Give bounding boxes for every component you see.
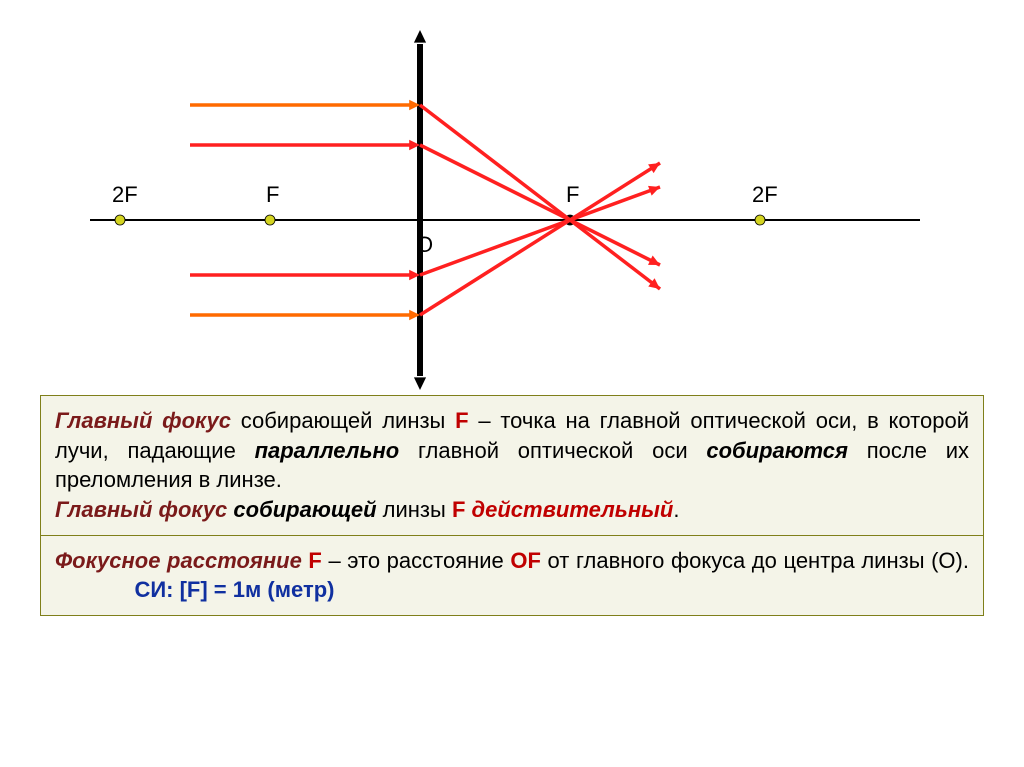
diagram-svg: 2F F O F 2F [0, 0, 1024, 395]
svg-text:O: O [416, 232, 433, 257]
term-converging: собирающей [227, 497, 376, 522]
definition-focus: Главный фокус собирающей линзы F – точка… [40, 395, 984, 536]
svg-text:F: F [266, 182, 279, 207]
term-main-focus: Главный фокус [55, 408, 231, 433]
term-focal-length: Фокусное расстояние [55, 548, 302, 573]
term-parallel: параллельно [255, 438, 400, 463]
term-real: действительный [465, 497, 673, 522]
def-text: – это расстояние [322, 548, 511, 573]
term-main-focus-2: Главный фокус [55, 497, 227, 522]
term-converge: собираются [706, 438, 848, 463]
svg-text:2F: 2F [752, 182, 778, 207]
def-text: . [673, 497, 679, 522]
symbol-OF: OF [510, 548, 541, 573]
si-unit: СИ: [F] = 1м (метр) [134, 577, 334, 602]
symbol-F-2: F [452, 497, 465, 522]
def-text: от главного фокуса до центра линзы (О). [541, 548, 969, 573]
def-text: собирающей линзы [231, 408, 455, 433]
symbol-F-3: F [302, 548, 322, 573]
lens-ray-diagram: 2F F O F 2F [0, 0, 1024, 395]
definitions-container: Главный фокус собирающей линзы F – точка… [40, 395, 984, 616]
definition-focal-length: Фокусное расстояние F – это расстояние O… [40, 536, 984, 616]
svg-text:2F: 2F [112, 182, 138, 207]
def-text: главной оптической оси [399, 438, 706, 463]
def-text: линзы [377, 497, 452, 522]
symbol-F: F [455, 408, 468, 433]
svg-text:F: F [566, 182, 579, 207]
